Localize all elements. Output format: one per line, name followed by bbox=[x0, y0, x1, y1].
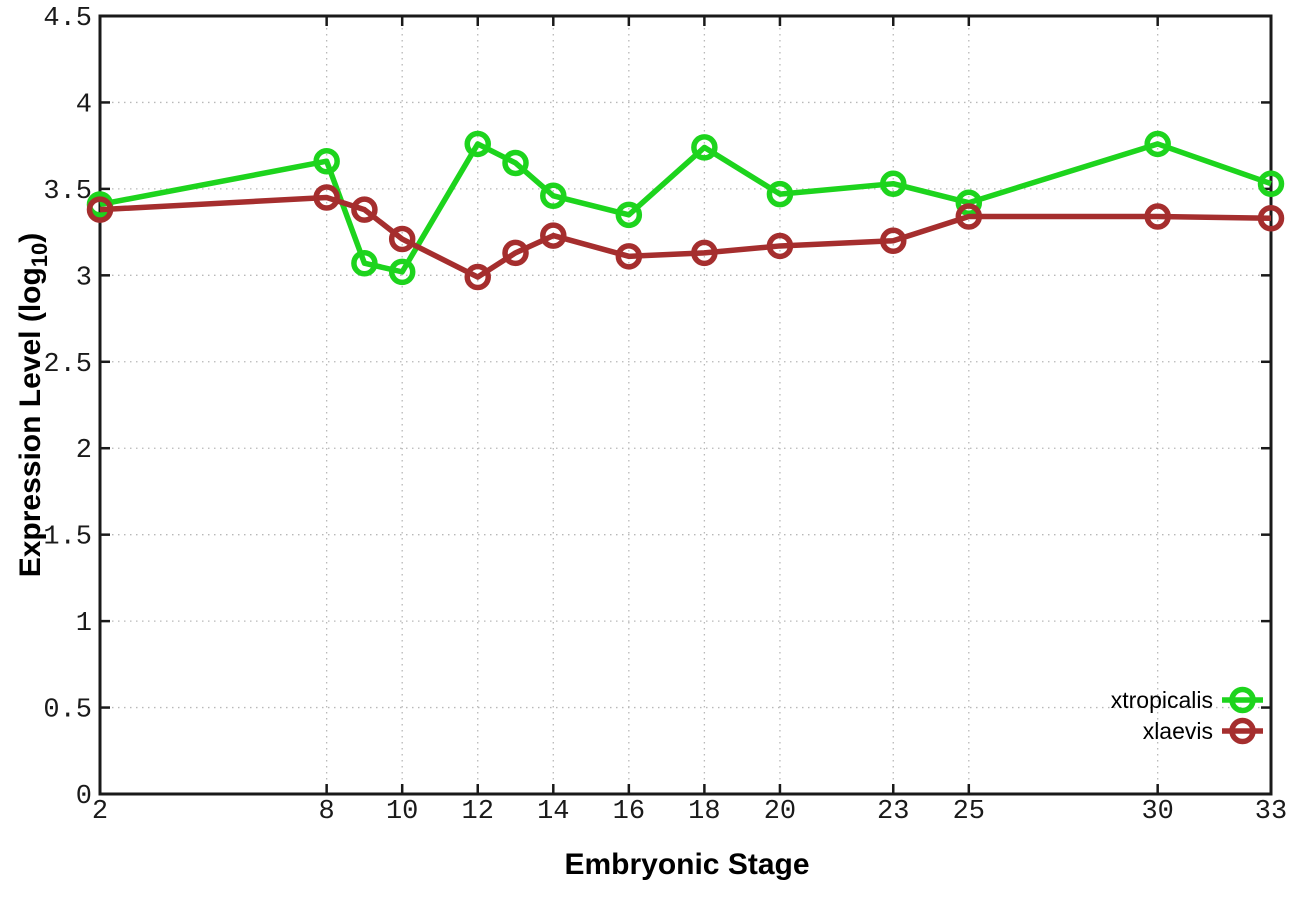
data-point-xtropicalis bbox=[615, 201, 643, 229]
x-tick-label: 25 bbox=[953, 797, 985, 827]
data-point-xlaevis bbox=[880, 227, 907, 255]
y-tick-label: 1.5 bbox=[43, 523, 92, 553]
x-tick-label: 23 bbox=[877, 797, 909, 827]
x-tick-label: 20 bbox=[764, 797, 796, 827]
data-point-xlaevis bbox=[1144, 203, 1171, 230]
y-tick-label: 4.5 bbox=[43, 4, 92, 34]
data-point-xtropicalis bbox=[766, 180, 794, 208]
x-tick-label: 33 bbox=[1255, 797, 1287, 827]
data-point-xtropicalis bbox=[1257, 170, 1285, 197]
plot-frame bbox=[98, 14, 1273, 796]
y-tick-label: 0 bbox=[76, 782, 92, 812]
data-point-xtropicalis bbox=[691, 134, 718, 161]
x-tick-label: 18 bbox=[688, 797, 720, 827]
y-tick-label: 3 bbox=[76, 263, 92, 293]
x-tick-label: 12 bbox=[462, 797, 494, 827]
data-point-xtropicalis bbox=[540, 182, 567, 210]
data-point-xtropicalis bbox=[388, 258, 416, 286]
data-point-xlaevis bbox=[615, 243, 643, 270]
frame-layer bbox=[98, 14, 1273, 796]
legend-label-xtropicalis: xtropicalis bbox=[1111, 687, 1213, 713]
y-tick-label: 4 bbox=[76, 90, 92, 120]
data-point-xlaevis bbox=[691, 239, 718, 267]
data-point-xtropicalis bbox=[955, 189, 983, 216]
data-point-xlaevis bbox=[464, 263, 491, 291]
data-point-xtropicalis bbox=[1144, 130, 1171, 158]
data-point-xlaevis bbox=[502, 239, 529, 267]
x-axis-title: Embryonic Stage bbox=[564, 848, 809, 881]
legend-label-xlaevis: xlaevis bbox=[1143, 718, 1213, 744]
data-point-xlaevis bbox=[540, 222, 567, 249]
data-point-xtropicalis bbox=[502, 149, 529, 177]
data-point-xlaevis bbox=[313, 184, 340, 211]
legend-marker-xtropicalis bbox=[1229, 686, 1256, 714]
x-tick-label: 10 bbox=[386, 797, 418, 827]
y-tick-label: 1 bbox=[76, 609, 92, 639]
x-tick-label: 2 bbox=[92, 797, 108, 827]
x-tick-label: 30 bbox=[1141, 797, 1173, 827]
data-point-xlaevis bbox=[86, 196, 114, 223]
legend: xtropicalis xlaevis bbox=[1111, 686, 1263, 745]
data-point-xlaevis bbox=[955, 203, 983, 230]
data-point-xtropicalis bbox=[351, 249, 378, 277]
legend-marker-xlaevis bbox=[1229, 717, 1256, 745]
x-tick-label: 14 bbox=[537, 797, 569, 827]
x-tick-label: 8 bbox=[319, 797, 335, 827]
data-point-xlaevis bbox=[351, 196, 378, 223]
data-point-xtropicalis bbox=[880, 170, 907, 197]
y-tick-label: 3.5 bbox=[43, 177, 92, 207]
y-tick-label: 2.5 bbox=[43, 350, 92, 380]
tick-label-layer: 2 8 10 12 14 16 18 20 23 25 30 33 0 0.5 1 1.5 2 2.5 3 3.5 4 4… bbox=[43, 4, 1287, 827]
data-point-xlaevis bbox=[1257, 205, 1285, 232]
series-layer bbox=[86, 130, 1285, 291]
series-line-xlaevis bbox=[99, 194, 1272, 280]
x-tick-label: 16 bbox=[613, 797, 645, 827]
y-tick-label: 0.5 bbox=[43, 696, 92, 726]
data-point-xtropicalis bbox=[313, 147, 340, 175]
data-point-xtropicalis bbox=[464, 130, 491, 158]
data-point-xlaevis bbox=[388, 225, 416, 253]
y-axis-title: Expression Level (log10) bbox=[14, 233, 52, 578]
y-tick-label: 2 bbox=[76, 436, 92, 466]
data-point-xlaevis bbox=[766, 232, 794, 260]
grid-layer bbox=[100, 16, 1271, 794]
